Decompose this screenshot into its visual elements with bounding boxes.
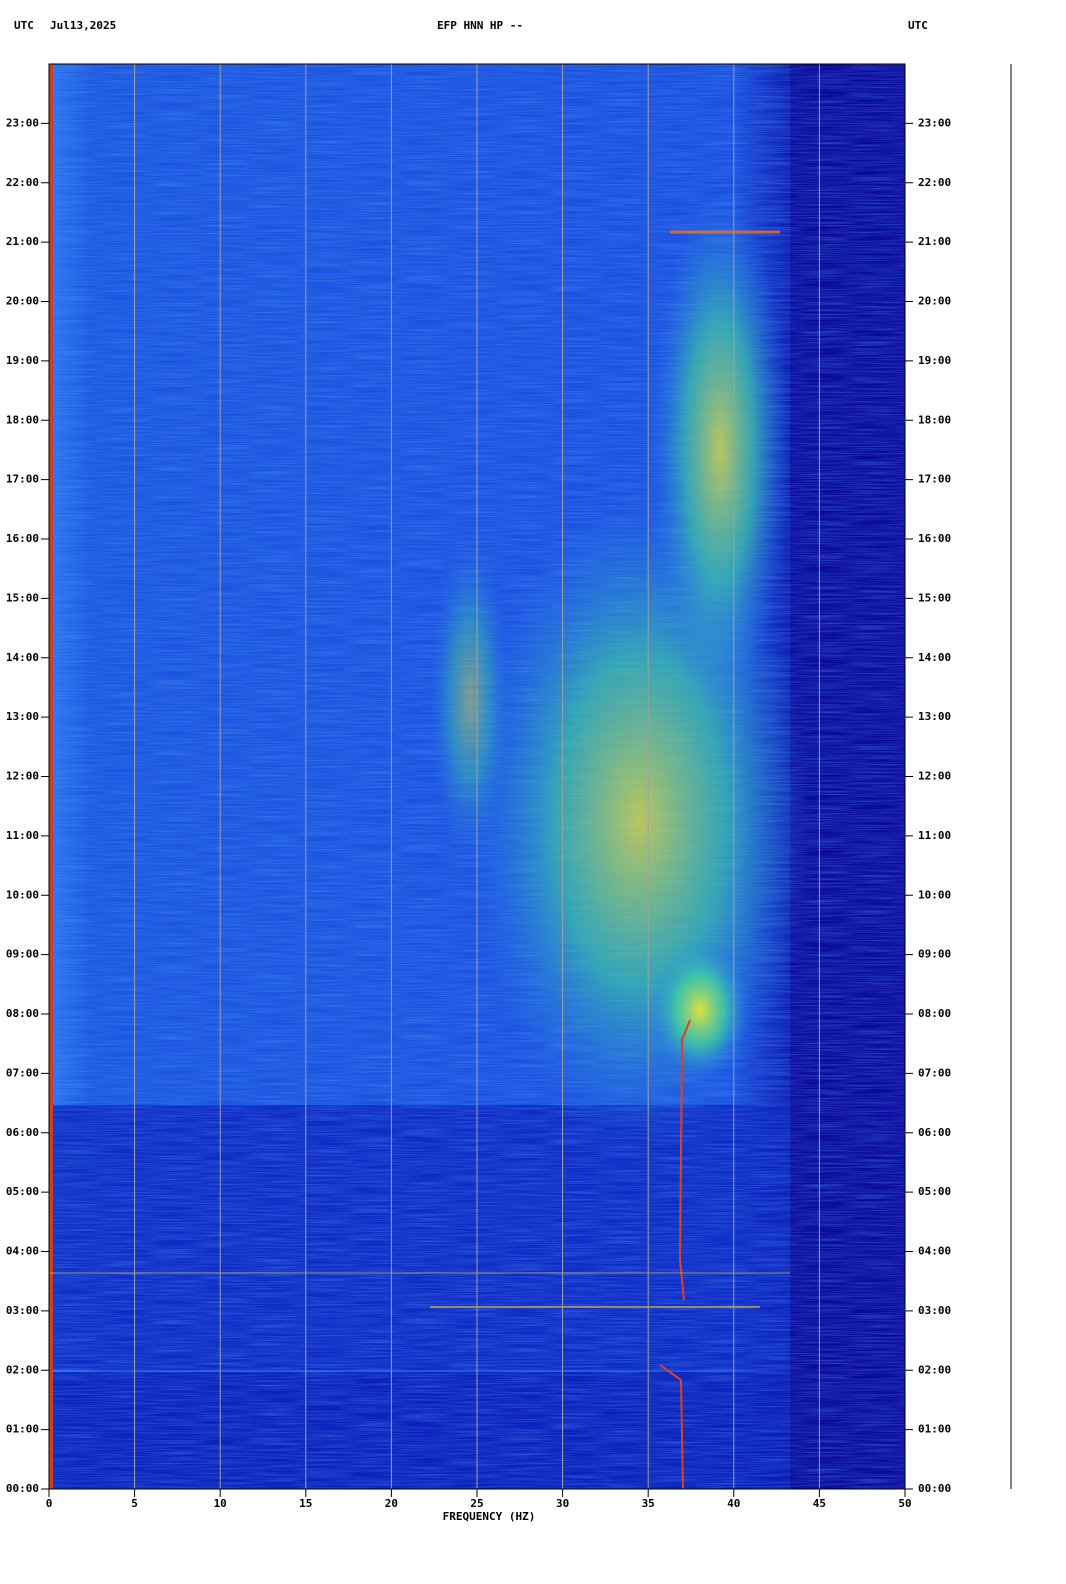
- y-tick-label-right: 17:00: [918, 473, 951, 486]
- y-tick-label-right: 08:00: [918, 1007, 951, 1020]
- y-tick-label-right: 09:00: [918, 948, 951, 961]
- y-tick-label-right: 01:00: [918, 1423, 951, 1436]
- y-tick-label: 22:00: [6, 176, 39, 189]
- y-tick-label: 03:00: [6, 1304, 39, 1317]
- y-tick-label-right: 16:00: [918, 532, 951, 545]
- y-tick-label-right: 04:00: [918, 1245, 951, 1258]
- y-tick-label-right: 11:00: [918, 829, 951, 842]
- y-tick-label: 00:00: [6, 1482, 39, 1495]
- y-tick-label: 07:00: [6, 1066, 39, 1079]
- y-tick-label-right: 10:00: [918, 888, 951, 901]
- y-tick-label: 01:00: [6, 1423, 39, 1436]
- x-tick-label: 40: [727, 1497, 740, 1510]
- timezone-left: UTC: [14, 19, 34, 32]
- x-tick-label: 50: [898, 1497, 911, 1510]
- x-tick-label: 25: [470, 1497, 483, 1510]
- y-tick-label-right: 18:00: [918, 413, 951, 426]
- y-tick-label-right: 19:00: [918, 354, 951, 367]
- y-tick-label-right: 00:00: [918, 1482, 951, 1495]
- y-tick-label: 11:00: [6, 829, 39, 842]
- y-tick-label-right: 13:00: [918, 710, 951, 723]
- y-tick-label: 23:00: [6, 116, 39, 129]
- y-tick-label-right: 22:00: [918, 176, 951, 189]
- x-axis-label: FREQUENCY (HZ): [443, 1510, 536, 1523]
- y-tick-label: 21:00: [6, 235, 39, 248]
- y-tick-label: 13:00: [6, 710, 39, 723]
- date: Jul13,2025: [50, 19, 116, 32]
- y-tick-label-right: 07:00: [918, 1066, 951, 1079]
- y-tick-label-right: 02:00: [918, 1363, 951, 1376]
- x-tick-label: 5: [131, 1497, 138, 1510]
- y-tick-label-right: 21:00: [918, 235, 951, 248]
- y-tick-label: 15:00: [6, 591, 39, 604]
- x-tick-label: 45: [813, 1497, 826, 1510]
- y-tick-label-right: 14:00: [918, 651, 951, 664]
- x-tick-label: 10: [214, 1497, 227, 1510]
- y-tick-label: 10:00: [6, 888, 39, 901]
- y-tick-label-right: 06:00: [918, 1126, 951, 1139]
- x-tick-label: 0: [46, 1497, 53, 1510]
- y-tick-label: 04:00: [6, 1245, 39, 1258]
- y-tick-label-right: 12:00: [918, 770, 951, 783]
- y-tick-label-right: 03:00: [918, 1304, 951, 1317]
- x-tick-label: 15: [299, 1497, 312, 1510]
- plot-frame: [48, 63, 906, 1490]
- y-tick-label-right: 05:00: [918, 1185, 951, 1198]
- y-tick-label: 02:00: [6, 1363, 39, 1376]
- chart-title: EFP HNN HP --: [437, 19, 523, 32]
- y-tick-label-right: 15:00: [918, 591, 951, 604]
- x-tick-label: 35: [642, 1497, 655, 1510]
- x-tick-label: 30: [556, 1497, 569, 1510]
- y-tick-label: 16:00: [6, 532, 39, 545]
- y-tick-label: 17:00: [6, 473, 39, 486]
- y-tick-label: 18:00: [6, 413, 39, 426]
- y-tick-label: 14:00: [6, 651, 39, 664]
- y-tick-label: 09:00: [6, 948, 39, 961]
- y-tick-label: 19:00: [6, 354, 39, 367]
- y-tick-label: 05:00: [6, 1185, 39, 1198]
- x-tick-label: 20: [385, 1497, 398, 1510]
- y-tick-label: 12:00: [6, 770, 39, 783]
- y-tick-label: 06:00: [6, 1126, 39, 1139]
- y-tick-label-right: 23:00: [918, 116, 951, 129]
- y-tick-label: 08:00: [6, 1007, 39, 1020]
- y-tick-label-right: 20:00: [918, 295, 951, 308]
- y-tick-label: 20:00: [6, 295, 39, 308]
- timezone-right: UTC: [908, 19, 928, 32]
